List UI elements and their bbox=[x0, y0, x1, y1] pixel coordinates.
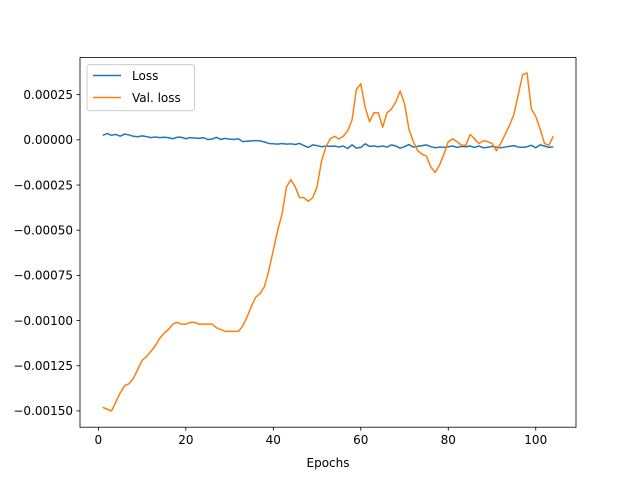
x-tick-label: 80 bbox=[441, 433, 456, 447]
y-tick-label: −0.00025 bbox=[13, 178, 73, 192]
y-tick-label: −0.00050 bbox=[13, 224, 73, 238]
y-tick-label: 0.00000 bbox=[23, 133, 73, 147]
y-tick-label: −0.00075 bbox=[13, 269, 73, 283]
y-tick-label: −0.00100 bbox=[13, 314, 73, 328]
x-tick-label: 60 bbox=[353, 433, 368, 447]
x-tick-label: 20 bbox=[178, 433, 193, 447]
y-tick-label: −0.00150 bbox=[13, 404, 73, 418]
y-axis: 0.00025 0.00000 −0.00025 −0.00050 −0.00075 −0… bbox=[13, 88, 80, 418]
plot-area bbox=[102, 72, 554, 412]
legend-label-val-loss: Val. loss bbox=[132, 91, 181, 105]
series-line-loss bbox=[102, 132, 554, 150]
series-layer bbox=[102, 72, 554, 412]
x-axis: 0 20 40 60 80 100 bbox=[95, 427, 547, 447]
legend-label-loss: Loss bbox=[132, 69, 158, 83]
y-tick-label: 0.00025 bbox=[23, 88, 73, 102]
x-tick-label: 40 bbox=[266, 433, 281, 447]
legend: Loss Val. loss bbox=[86, 64, 195, 112]
x-tick-label: 100 bbox=[524, 433, 547, 447]
y-tick-label: −0.00125 bbox=[13, 359, 73, 373]
series-line-val-loss bbox=[102, 72, 554, 412]
x-tick-label: 0 bbox=[95, 433, 103, 447]
x-axis-label: Epochs bbox=[307, 456, 350, 470]
axes-frame bbox=[79, 57, 577, 428]
